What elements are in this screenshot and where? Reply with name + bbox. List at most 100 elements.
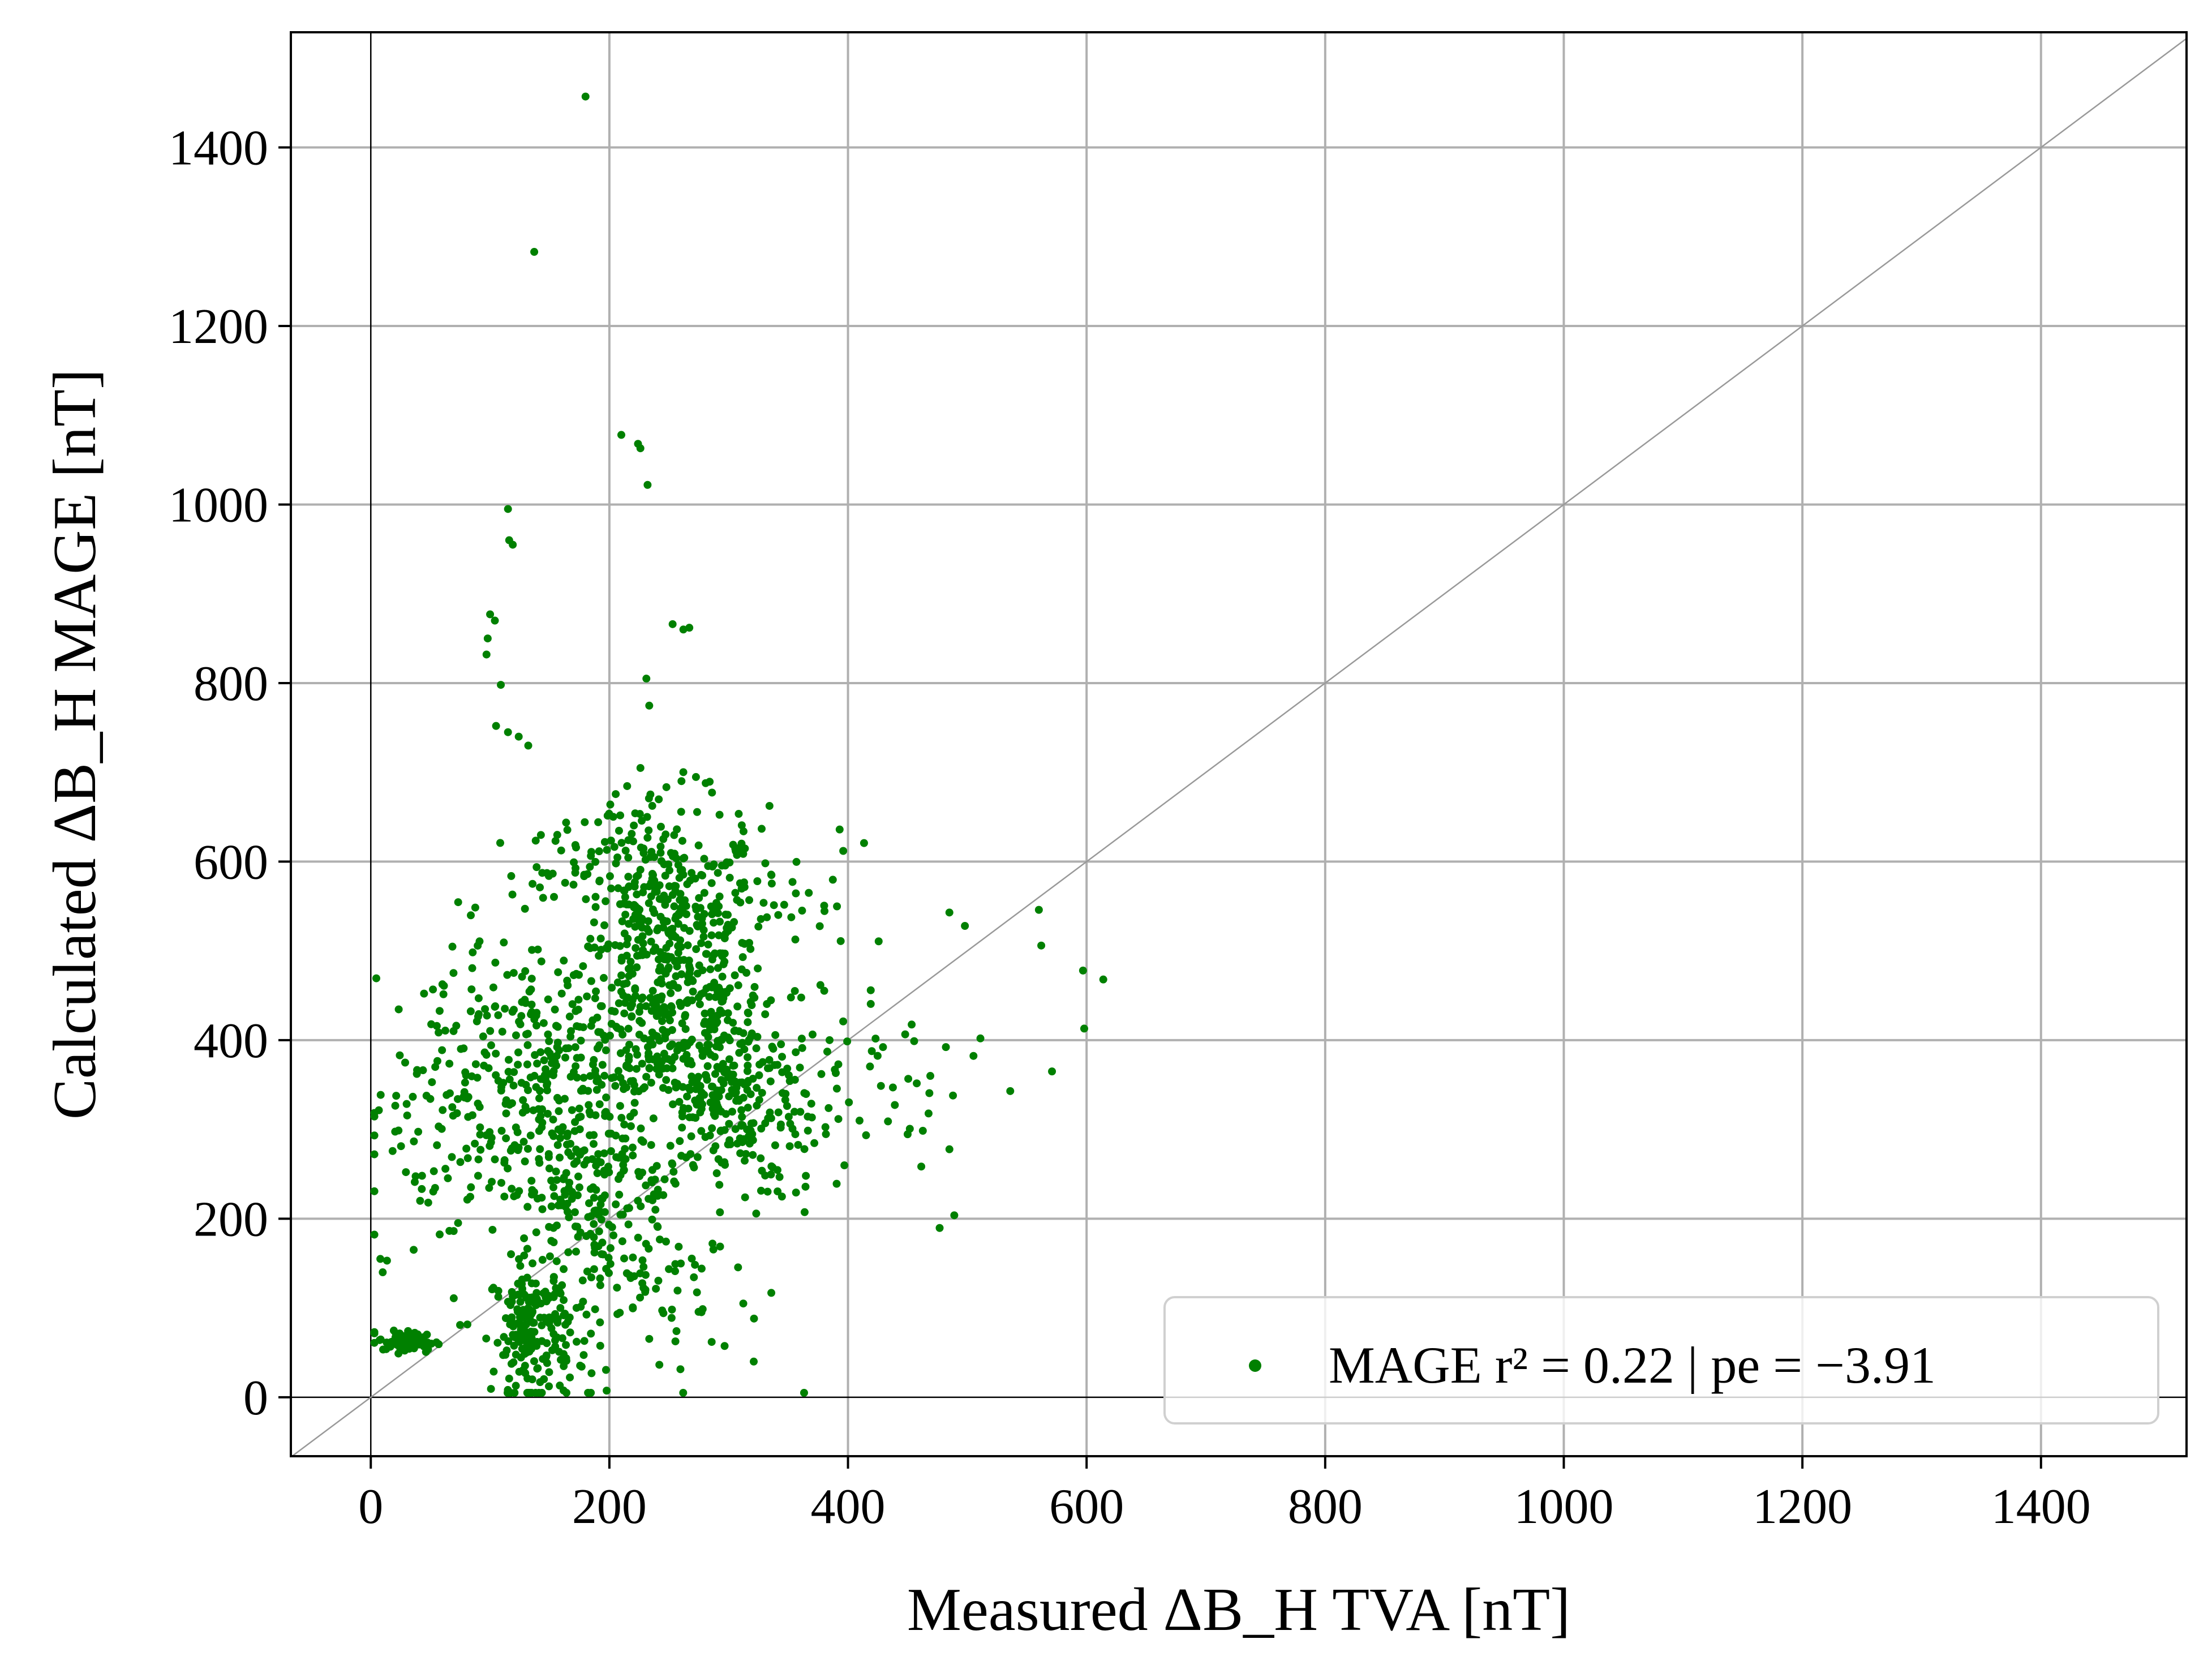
data-point <box>525 1338 533 1346</box>
data-point <box>410 1137 418 1145</box>
data-point <box>587 848 596 856</box>
data-point <box>535 1155 543 1163</box>
data-point <box>706 1026 714 1034</box>
data-point <box>665 1265 673 1273</box>
data-point <box>638 1279 647 1288</box>
data-point <box>752 1209 761 1218</box>
data-point <box>540 1375 548 1383</box>
data-point <box>616 1102 624 1110</box>
data-point <box>565 1213 573 1221</box>
data-point <box>785 1142 794 1151</box>
data-point <box>693 1288 701 1297</box>
data-point <box>370 1328 379 1336</box>
data-point <box>688 869 696 877</box>
data-point <box>800 1145 809 1153</box>
data-point <box>572 1303 581 1312</box>
data-point <box>476 1130 484 1139</box>
data-point <box>595 847 603 856</box>
data-point <box>570 1208 579 1216</box>
data-point <box>579 1297 587 1306</box>
data-point <box>600 1071 609 1080</box>
data-point <box>767 1289 776 1297</box>
data-point <box>616 811 625 820</box>
y-tick-label: 400 <box>194 1014 268 1069</box>
data-point <box>519 1096 527 1104</box>
data-point <box>732 1097 741 1105</box>
data-point <box>538 1118 547 1127</box>
data-point <box>552 1257 561 1265</box>
data-point <box>701 1009 709 1018</box>
data-point <box>558 1334 566 1342</box>
data-point <box>714 1155 723 1164</box>
data-point <box>538 869 547 877</box>
data-point <box>577 1036 585 1045</box>
data-point <box>647 878 655 887</box>
data-point <box>656 822 665 831</box>
data-point <box>590 1207 599 1215</box>
data-point <box>572 1337 581 1346</box>
data-point <box>707 931 716 939</box>
data-point <box>571 1222 579 1231</box>
data-point <box>562 1341 570 1349</box>
data-point <box>651 1205 660 1214</box>
data-point <box>646 790 655 799</box>
data-point <box>645 1335 654 1343</box>
data-point <box>744 1104 752 1112</box>
data-point <box>641 1288 650 1296</box>
data-point <box>673 1286 682 1295</box>
data-point <box>606 1260 615 1268</box>
data-point <box>484 1064 493 1072</box>
data-point <box>684 1039 692 1048</box>
data-point <box>677 777 686 786</box>
data-point <box>703 1062 712 1070</box>
data-point <box>445 1059 454 1068</box>
data-point <box>720 989 729 998</box>
data-point <box>635 1031 643 1039</box>
data-point <box>681 896 689 904</box>
data-point <box>645 1063 654 1072</box>
data-point <box>1037 941 1046 950</box>
data-point <box>903 1130 912 1139</box>
data-point <box>590 943 599 952</box>
data-point <box>476 1123 484 1131</box>
data-point <box>725 1055 733 1063</box>
data-point <box>435 1007 444 1015</box>
data-point <box>798 1044 806 1052</box>
data-point <box>579 1086 588 1095</box>
data-point <box>877 1082 885 1090</box>
data-point <box>628 1012 636 1020</box>
data-point <box>969 1052 978 1060</box>
data-point <box>662 1076 671 1084</box>
data-point <box>704 1033 712 1041</box>
data-point <box>665 939 674 948</box>
data-point <box>710 1053 719 1061</box>
data-point <box>820 986 828 995</box>
data-point <box>515 1187 523 1195</box>
data-point <box>507 872 516 880</box>
data-point <box>739 1029 748 1037</box>
data-point <box>758 1058 767 1066</box>
data-point <box>536 883 544 891</box>
data-point <box>689 1161 697 1169</box>
data-point <box>551 1336 560 1345</box>
data-point <box>642 675 651 683</box>
data-point <box>587 1369 596 1378</box>
data-point <box>575 1183 583 1191</box>
data-point <box>566 1373 574 1381</box>
data-point <box>744 1053 752 1062</box>
data-point <box>746 945 755 953</box>
data-point <box>607 836 615 845</box>
data-point <box>823 1048 831 1056</box>
data-point <box>607 1130 615 1138</box>
data-point <box>718 972 727 981</box>
data-point <box>471 1060 480 1069</box>
data-point <box>651 1031 659 1040</box>
data-point <box>391 1101 400 1110</box>
data-point <box>671 882 679 890</box>
data-point <box>718 1036 726 1044</box>
data-point <box>621 1145 629 1153</box>
data-point <box>523 1245 531 1253</box>
data-point <box>731 1125 740 1133</box>
data-point <box>702 1072 710 1080</box>
data-point <box>562 1140 571 1149</box>
